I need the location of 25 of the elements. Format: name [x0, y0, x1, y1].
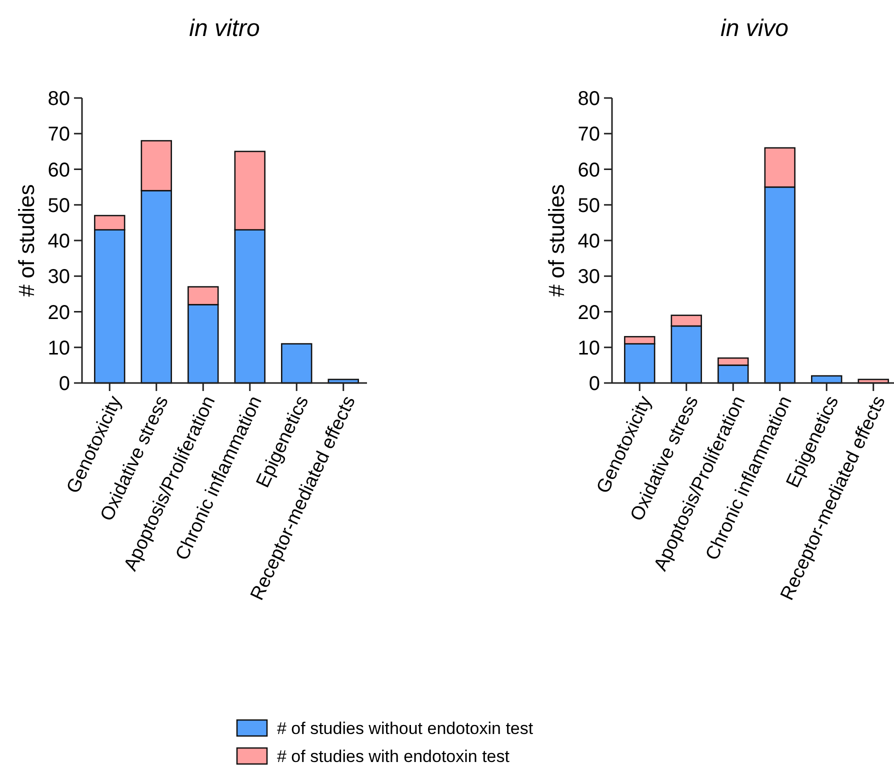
y-tick-label: 50 [48, 194, 70, 217]
y-tick-label: 20 [578, 302, 600, 324]
chart-title: in vivo [720, 15, 789, 42]
y-tick-label: 10 [48, 337, 70, 360]
legend-label: # of studies with endotoxin test [277, 746, 510, 766]
y-axis-title: # of studies [14, 184, 39, 297]
bar [281, 343, 312, 384]
y-tick-label: 30 [48, 266, 70, 288]
y-tick-label: 50 [578, 194, 600, 217]
y-tick-label: 10 [578, 337, 600, 360]
y-tick-label: 70 [48, 124, 70, 146]
chart-title: in vitro [189, 15, 260, 42]
y-tick-label: 40 [48, 230, 70, 252]
y-tick-label: 60 [48, 159, 70, 182]
legend-label: # of studies without endotoxin test [277, 718, 534, 738]
y-tick-label: 80 [48, 88, 70, 110]
y-tick-label: 70 [578, 124, 600, 146]
y-tick-label: 20 [48, 302, 70, 324]
y-tick-label: 60 [578, 159, 600, 182]
y-tick-label: 30 [578, 266, 600, 288]
y-tick-label: 80 [578, 88, 600, 110]
y-tick-label: 40 [578, 230, 600, 252]
y-axis-title: # of studies [544, 184, 569, 297]
y-tick-label: 0 [58, 373, 70, 395]
y-tick-label: 0 [588, 373, 600, 395]
